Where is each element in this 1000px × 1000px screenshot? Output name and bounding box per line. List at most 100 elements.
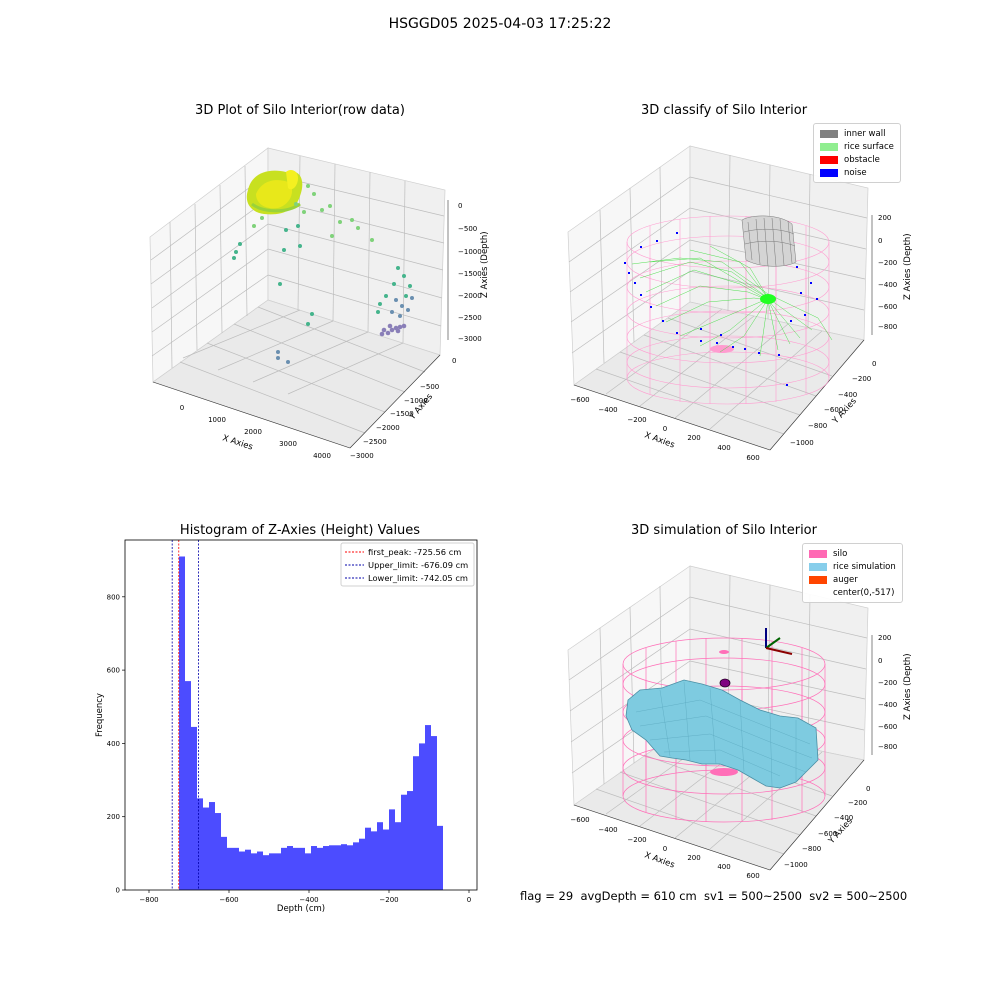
legend-item: rice surface: [820, 140, 894, 153]
simulation-xtick: 0: [663, 845, 667, 853]
legend-label: rice surface: [844, 141, 894, 152]
classify-zlabel: Z Axies (Depth): [903, 233, 913, 300]
simulation-ztick: −600: [878, 723, 897, 731]
simulation-xtick: −200: [627, 836, 646, 844]
histogram-bar: [293, 847, 299, 890]
simulation-ytick: −800: [802, 845, 821, 853]
figure-title: HSGGD05 2025-04-03 17:25:22: [388, 16, 612, 32]
histogram-bar: [275, 853, 281, 890]
legend-label: rice simulation: [833, 561, 896, 572]
histogram-bar: [335, 845, 341, 890]
raw-ztick: −1500: [458, 270, 482, 278]
histogram-bar: [185, 681, 191, 890]
legend-label: Upper_limit: -676.09 cm: [368, 560, 468, 570]
simulation-ztick: 200: [878, 634, 891, 642]
histogram-ylabel: Frequency: [95, 693, 105, 737]
raw-ztick: −1000: [458, 248, 482, 256]
classify-xtick: −400: [598, 406, 617, 414]
histogram-bar: [257, 851, 263, 890]
histogram-bar: [197, 798, 203, 890]
legend-label: obstacle: [844, 154, 880, 165]
raw-xtick: 0: [180, 404, 184, 412]
simulation-xtick: −400: [598, 826, 617, 834]
simulation-ytick: 0: [866, 785, 870, 793]
histogram-bar: [377, 822, 383, 890]
raw-ytick: −1500: [390, 410, 414, 418]
x-tick-label: −200: [379, 896, 398, 904]
histogram-bar: [413, 756, 419, 890]
legend-item: silo: [809, 547, 896, 560]
legend-swatch: [820, 129, 838, 138]
classify-xtick: 600: [746, 454, 759, 462]
histogram-bar: [353, 842, 359, 890]
histogram-bar: [317, 847, 323, 890]
classify-ytick: −200: [852, 375, 871, 383]
histogram-bar: [383, 829, 389, 890]
classify-ztick: −400: [878, 281, 897, 289]
simulation-zlabel: Z Axies (Depth): [903, 653, 913, 720]
classify-xtick: 0: [663, 425, 667, 433]
classify-ytick: −600: [824, 406, 843, 414]
classify-ytick: −800: [808, 422, 827, 430]
legend-swatch: [820, 168, 838, 177]
classify-ztick: −800: [878, 323, 897, 331]
simulation-ztick: 0: [878, 657, 882, 665]
histogram-bar: [203, 807, 209, 890]
x-tick-label: −400: [299, 896, 318, 904]
simulation-ztick: −200: [878, 679, 897, 687]
histogram-bar: [359, 838, 365, 890]
legend-item: center(0,-517): [809, 586, 896, 599]
classify-xtick: 400: [717, 444, 730, 452]
histogram-bar: [179, 556, 185, 890]
legend-item: obstacle: [820, 153, 894, 166]
classify-plot-title: 3D classify of Silo Interior: [640, 103, 808, 118]
histogram-bar: [401, 794, 407, 890]
simulation-xtick: −600: [570, 816, 589, 824]
raw-xtick: 4000: [313, 452, 331, 460]
histogram-xlabel: Depth (cm): [277, 904, 325, 914]
raw-ytick: 0: [452, 357, 456, 365]
histogram-bar: [347, 845, 353, 890]
raw-zlabel: Z Axies (Depth): [480, 231, 490, 298]
histogram-bar: [215, 813, 221, 890]
histogram-bar: [299, 847, 305, 890]
legend-item: auger: [809, 573, 896, 586]
classify-ztick: 200: [878, 214, 891, 222]
classify-ztick: −600: [878, 303, 897, 311]
raw-ytick: −2000: [376, 424, 400, 432]
histogram-bar: [305, 853, 311, 890]
raw-xtick: 2000: [244, 428, 262, 436]
histogram-title: Histogram of Z-Axies (Height) Values: [179, 523, 421, 538]
legend-swatch: [809, 549, 827, 558]
legend-label: Lower_limit: -742.05 cm: [368, 573, 468, 583]
y-tick-label: 400: [107, 740, 120, 748]
classify-xtick: −600: [570, 396, 589, 404]
legend-swatch: [809, 562, 827, 571]
legend-swatch: [820, 142, 838, 151]
raw-xtick: 1000: [208, 416, 226, 424]
simulation-ytick: −1000: [784, 861, 808, 869]
classify-ztick: 0: [878, 237, 882, 245]
x-tick-label: −800: [139, 896, 158, 904]
histogram-bar: [263, 855, 269, 890]
legend-swatch: [820, 155, 838, 164]
simulation-xtick: 400: [717, 863, 730, 871]
histogram-legend: first_peak: -725.56 cm Upper_limit: -676…: [340, 542, 475, 587]
classify-ytick: 0: [872, 360, 876, 368]
classify-legend: inner wall rice surface obstacle noise: [813, 123, 901, 183]
histogram-bar: [251, 853, 257, 890]
classify-ytick: −400: [838, 391, 857, 399]
simulation-legend: silo rice simulation auger center(0,-517…: [802, 543, 903, 603]
legend-swatch: [809, 589, 827, 597]
status-line: flag = 29 avgDepth = 610 cm sv1 = 500~25…: [520, 889, 908, 903]
legend-swatch: [809, 575, 827, 584]
histogram-bar: [311, 846, 317, 890]
simulation-ztick: −400: [878, 701, 897, 709]
raw-ztick: −2000: [458, 292, 482, 300]
x-tick-label: −600: [219, 896, 238, 904]
raw-ztick: −500: [458, 225, 477, 233]
legend-label: inner wall: [844, 128, 886, 139]
histogram-bar: [419, 743, 425, 890]
histogram-bar: [221, 836, 227, 890]
histogram-bar: [365, 827, 371, 890]
